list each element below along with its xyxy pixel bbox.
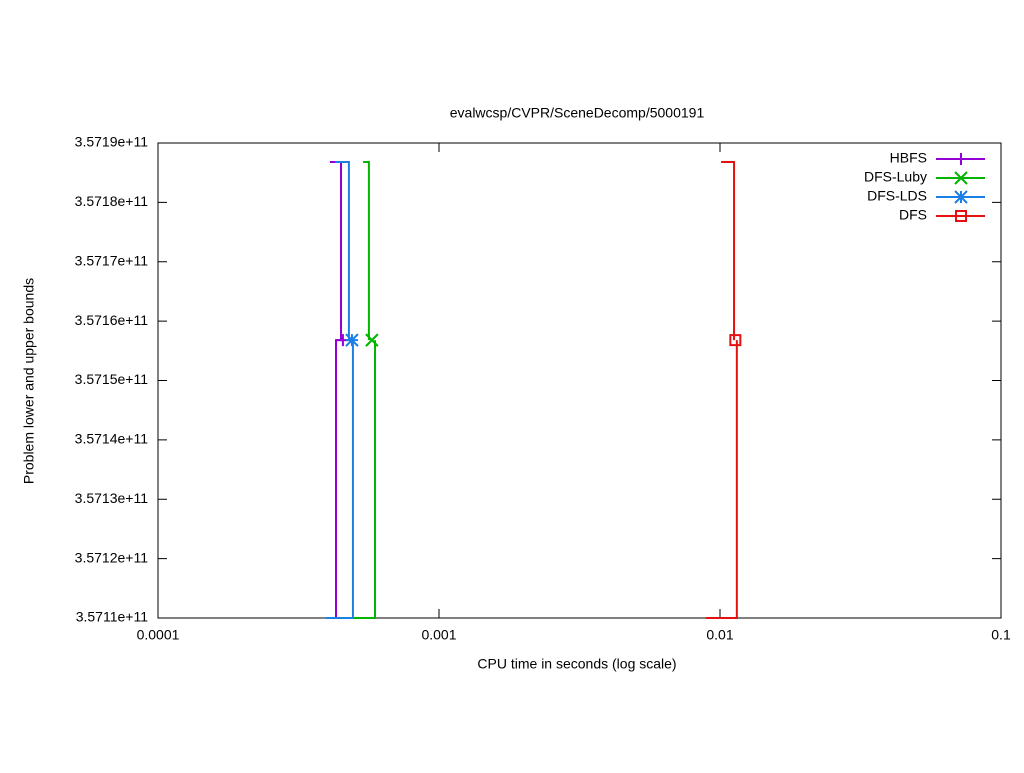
legend-label: DFS-LDS	[867, 188, 927, 204]
marker-stroke	[954, 190, 968, 204]
x-axis-label: CPU time in seconds (log scale)	[477, 656, 676, 672]
y-tick-label: 3.5719e+11	[75, 134, 149, 150]
point-marker	[365, 333, 379, 347]
point-marker	[729, 334, 742, 347]
y-tick-label: 3.5716e+11	[75, 312, 149, 328]
y-tick-label: 3.5717e+11	[75, 252, 149, 268]
point-marker	[955, 210, 967, 222]
upper-bound-line	[335, 161, 350, 341]
y-axis-label: Problem lower and upper bounds	[21, 278, 37, 484]
upper-bound-line	[721, 161, 736, 341]
y-tick-label: 3.5718e+11	[75, 193, 149, 209]
x-tick-label: 0.01	[706, 627, 733, 643]
plot-border	[157, 142, 1002, 619]
point-marker	[955, 153, 967, 165]
marker-stroke	[729, 334, 742, 347]
legend-label: DFS	[899, 207, 927, 223]
y-tick-label: 3.5715e+11	[75, 371, 149, 387]
marker-stroke	[365, 333, 379, 347]
y-tick-label: 3.5711e+11	[76, 609, 148, 625]
lower-bound-line	[325, 340, 354, 619]
marker-stroke	[345, 333, 359, 347]
y-tick-label: 3.5713e+11	[75, 490, 149, 506]
chart-title: evalwcsp/CVPR/SceneDecomp/5000191	[450, 105, 705, 121]
y-tick-label: 3.5714e+11	[75, 431, 149, 447]
point-marker	[954, 171, 968, 185]
x-tick-label: 0.001	[421, 627, 456, 643]
legend-label: DFS-Luby	[864, 169, 927, 185]
point-marker	[954, 190, 968, 204]
upper-bound-line	[363, 161, 370, 341]
lower-bound-line	[705, 340, 738, 619]
marker-stroke	[954, 171, 968, 185]
point-marker	[345, 333, 359, 347]
x-tick-label: 0.0001	[137, 627, 180, 643]
legend-label: HBFS	[890, 150, 927, 166]
y-tick-label: 3.5712e+11	[75, 549, 149, 565]
marker-stroke	[955, 210, 967, 222]
x-tick-label: 0.1	[991, 627, 1011, 643]
